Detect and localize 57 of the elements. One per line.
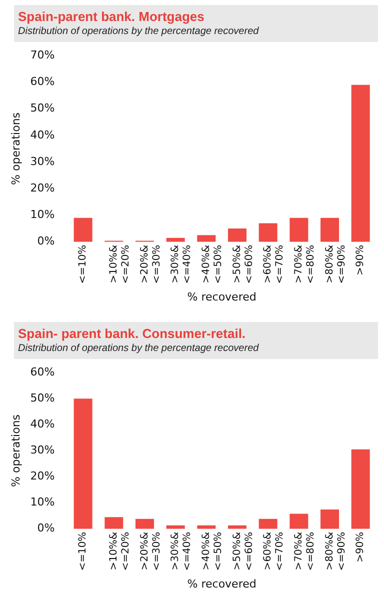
x-axis-title: % recovered (187, 290, 256, 304)
y-tick-label: 10% (30, 208, 55, 222)
x-tick-label: >90% (355, 244, 366, 276)
bar (351, 449, 370, 529)
bar (258, 223, 278, 242)
x-tick-label: >80%& <=90% (324, 244, 348, 284)
chart-title: Spain-parent bank. Mortgages (18, 9, 206, 24)
bar (197, 235, 216, 242)
x-tick-label: >30%& <=40% (170, 532, 194, 571)
bar (290, 218, 308, 242)
bar (135, 518, 154, 529)
x-tick-label: >40%& <=50% (201, 532, 224, 571)
x-tick-label: >70%& <=80% (294, 532, 317, 571)
y-axis-title: % operations (9, 112, 22, 185)
y-axis-title: % operations (9, 414, 22, 487)
x-tick-label: <=10% (78, 244, 89, 284)
y-tick-label: 20% (30, 470, 55, 483)
y-tick-label: 70% (30, 48, 55, 62)
x-tick-label: >60%& <=70% (262, 244, 286, 284)
bar (74, 398, 92, 529)
x-tick-label: >20%& <=30% (139, 244, 162, 284)
y-tick-label: 60% (30, 365, 55, 378)
y-tick-label: 50% (30, 391, 55, 404)
chart-title: Spain- parent bank. Consumer-retail. (18, 326, 247, 341)
bar (320, 510, 339, 529)
y-tick-label: 50% (30, 102, 55, 115)
bar (320, 218, 339, 242)
bar (228, 228, 246, 242)
x-tick-label: <=10% (78, 532, 89, 571)
x-tick-label: >90% (355, 532, 366, 562)
x-tick-label: >50%& <=60% (232, 532, 255, 571)
x-tick-label: >60%& <=70% (262, 532, 286, 571)
y-tick-label: 40% (30, 128, 55, 142)
bar (351, 84, 370, 242)
y-tick-label: 20% (30, 181, 55, 194)
x-tick-label: >20%& <=30% (139, 532, 162, 571)
y-tick-label: 60% (30, 75, 55, 88)
bar (104, 517, 124, 529)
bar (290, 514, 308, 529)
x-tick-label: >70%& <=80% (294, 244, 317, 284)
x-tick-label: >30%& <=40% (170, 244, 194, 284)
y-tick-label: 0% (37, 522, 55, 535)
y-tick-label: 30% (30, 154, 55, 168)
y-tick-label: 30% (30, 444, 55, 457)
bar (258, 518, 278, 529)
y-tick-label: 40% (30, 418, 55, 431)
x-tick-label: >40%& <=50% (201, 244, 224, 284)
y-tick-label: 0% (37, 234, 55, 248)
bar (74, 218, 92, 242)
x-tick-label: >10%& <=20% (108, 532, 132, 571)
x-tick-label: >10%& <=20% (108, 244, 132, 284)
x-tick-label: >50%& <=60% (232, 244, 255, 284)
y-tick-label: 10% (30, 496, 55, 509)
x-tick-label: >80%& <=90% (324, 532, 348, 571)
x-axis-title: % recovered (187, 577, 256, 590)
chart-subtitle: Distribution of operations by the percentage recovered (18, 26, 260, 37)
chart-subtitle: Distribution of operations by the percentage recovered (18, 343, 260, 354)
